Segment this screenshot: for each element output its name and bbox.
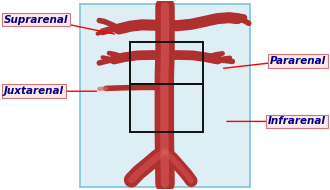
- Text: Juxtarenal: Juxtarenal: [4, 86, 64, 96]
- Text: Pararenal: Pararenal: [270, 56, 326, 66]
- FancyBboxPatch shape: [80, 5, 250, 187]
- Text: Infrarenal: Infrarenal: [268, 116, 326, 126]
- Bar: [130, 42, 203, 84]
- Bar: [130, 84, 203, 132]
- Text: Suprarenal: Suprarenal: [4, 15, 68, 25]
